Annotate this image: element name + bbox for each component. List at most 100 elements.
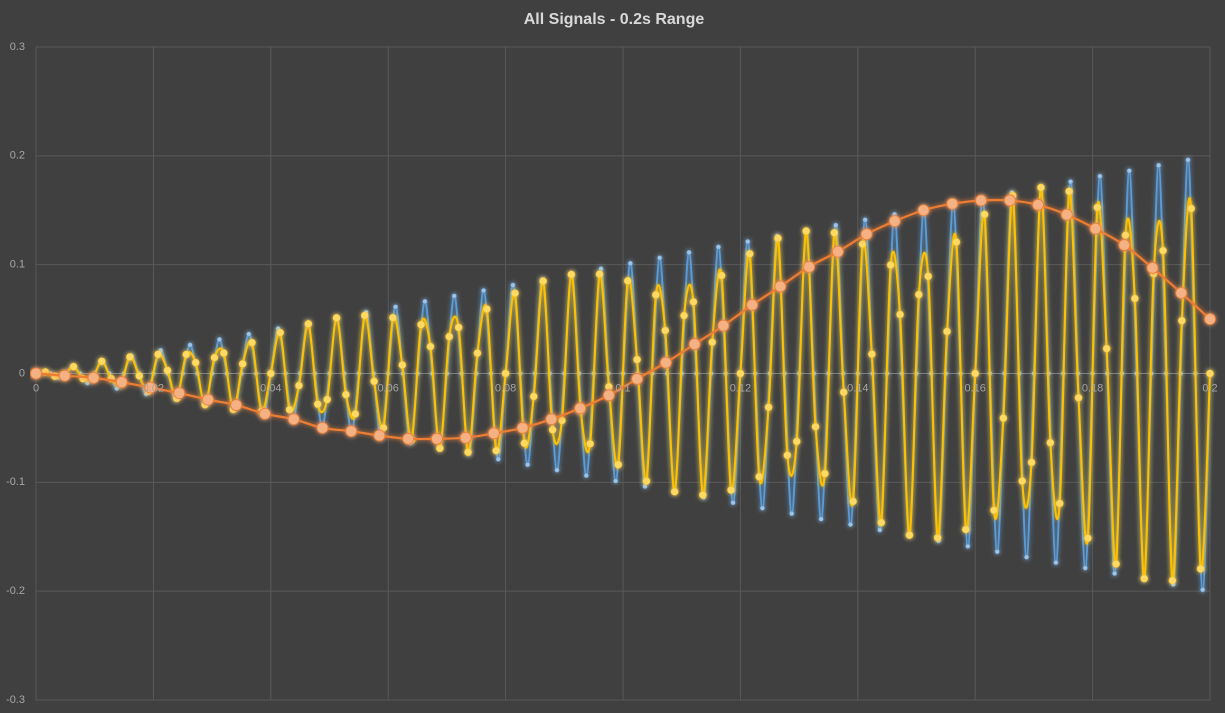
data-point	[670, 487, 679, 496]
data-point	[877, 527, 883, 533]
data-point	[1175, 287, 1188, 299]
data-point	[1018, 477, 1026, 485]
x-tick-label: 0.1	[615, 382, 630, 394]
data-point	[548, 425, 557, 434]
data-point	[246, 331, 252, 337]
data-point	[1084, 534, 1092, 542]
data-point	[699, 491, 707, 499]
data-point	[990, 506, 998, 515]
data-point	[657, 255, 663, 261]
data-point	[915, 290, 923, 299]
data-point	[818, 516, 824, 522]
data-point	[539, 277, 547, 285]
data-point	[613, 478, 619, 484]
data-point	[652, 291, 660, 299]
data-point	[135, 372, 144, 380]
data-point	[87, 371, 100, 384]
x-tick-label: 0.16	[964, 382, 985, 394]
data-point	[860, 228, 873, 241]
data-point	[345, 425, 358, 438]
data-point	[1187, 204, 1196, 213]
data-point	[659, 356, 672, 369]
data-point	[831, 245, 844, 258]
x-tick-label: 0.06	[377, 382, 398, 394]
data-point	[316, 422, 329, 434]
data-point	[1027, 458, 1036, 467]
data-point	[370, 377, 378, 386]
data-point	[727, 486, 735, 494]
data-point	[459, 431, 472, 444]
data-point	[623, 277, 632, 285]
data-point	[994, 549, 1000, 555]
data-point	[1112, 571, 1118, 576]
data-point	[154, 350, 162, 359]
data-point	[287, 413, 300, 426]
x-tick-label: 0.2	[1202, 382, 1217, 394]
data-point	[276, 328, 284, 337]
data-point	[583, 473, 589, 478]
data-point	[1053, 560, 1059, 565]
data-point	[661, 326, 670, 335]
data-point	[417, 320, 425, 329]
data-point	[877, 518, 886, 527]
data-point	[946, 197, 959, 210]
data-point	[1118, 239, 1131, 251]
data-point	[868, 350, 876, 358]
x-tick-label: 0.02	[143, 382, 164, 394]
data-point	[1074, 393, 1083, 402]
data-point	[351, 410, 360, 418]
data-point	[631, 373, 643, 385]
data-point	[511, 289, 519, 297]
data-point	[483, 305, 491, 313]
data-point	[783, 451, 792, 460]
data-point	[191, 358, 200, 367]
data-point	[487, 427, 500, 440]
data-point	[360, 311, 369, 320]
data-point	[774, 234, 782, 243]
data-point	[574, 402, 587, 415]
data-point	[803, 260, 815, 273]
data-point	[304, 320, 313, 328]
data-point	[717, 271, 726, 280]
series	[32, 183, 1214, 585]
data-point	[422, 298, 428, 304]
data-point	[708, 338, 717, 347]
data-point	[1046, 438, 1055, 447]
data-point	[862, 217, 868, 223]
data-point	[605, 382, 613, 391]
y-tick-label: -0.2	[6, 585, 25, 597]
x-tick-label: 0	[33, 382, 39, 394]
data-point	[603, 389, 615, 402]
x-tick-label: 0.12	[730, 382, 751, 394]
data-point	[431, 432, 443, 445]
data-point	[830, 228, 839, 237]
y-tick-label: -0.3	[6, 694, 25, 706]
data-point	[285, 405, 294, 414]
data-point	[896, 310, 904, 319]
data-point	[952, 238, 961, 246]
series	[30, 194, 1216, 445]
data-point	[764, 403, 773, 412]
data-point	[715, 244, 721, 250]
data-point	[217, 337, 222, 342]
data-point	[833, 222, 839, 228]
data-point	[688, 338, 701, 351]
y-tick-label: -0.1	[6, 476, 25, 488]
data-point	[1060, 208, 1073, 221]
data-point	[445, 332, 454, 341]
data-point	[586, 440, 594, 448]
data-point	[1102, 344, 1111, 353]
data-point	[680, 311, 688, 320]
data-point	[393, 304, 398, 310]
data-point	[115, 376, 128, 389]
data-point	[398, 361, 407, 369]
x-tick-label: 0.18	[1082, 382, 1103, 394]
data-point	[1159, 246, 1167, 255]
data-point	[686, 250, 692, 255]
data-point	[792, 437, 801, 446]
data-point	[144, 381, 157, 394]
data-point	[849, 497, 857, 506]
data-point	[598, 266, 604, 272]
data-point	[501, 369, 510, 378]
data-point	[436, 444, 444, 453]
